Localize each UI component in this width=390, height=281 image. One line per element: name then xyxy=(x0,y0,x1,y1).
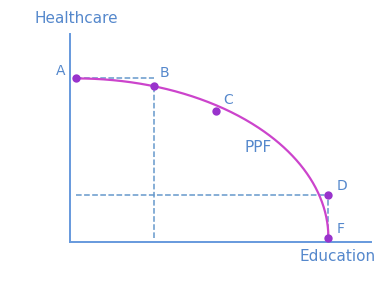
Text: Education: Education xyxy=(300,250,376,264)
Text: D: D xyxy=(337,179,347,193)
Text: Healthcare: Healthcare xyxy=(34,11,118,26)
Text: F: F xyxy=(337,222,345,236)
Text: PPF: PPF xyxy=(244,140,271,155)
Text: A: A xyxy=(56,64,66,78)
Text: C: C xyxy=(223,93,233,106)
Text: B: B xyxy=(160,66,170,80)
